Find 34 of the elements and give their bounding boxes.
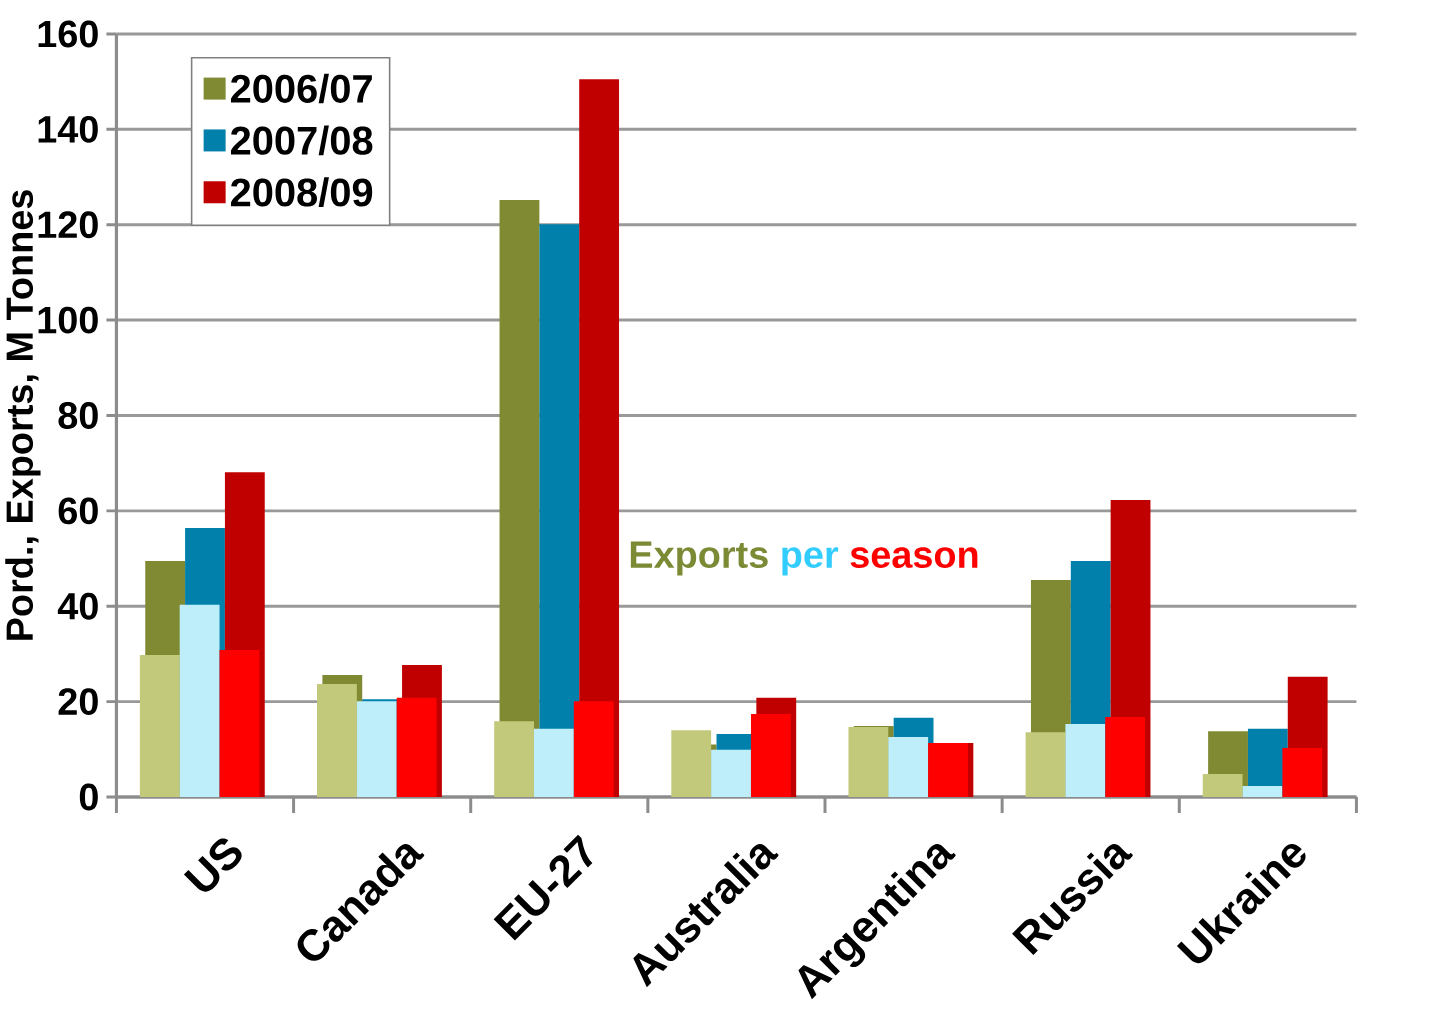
bar xyxy=(1202,774,1243,797)
bar xyxy=(888,736,929,797)
bar xyxy=(711,749,751,797)
y-tick-label: 120 xyxy=(38,211,98,239)
legend-label: 2006/07 xyxy=(230,73,372,104)
bar xyxy=(139,654,180,797)
y-tick-label: 80 xyxy=(58,402,98,429)
bar xyxy=(928,743,968,797)
bar xyxy=(573,701,614,797)
y-tick-label: 0 xyxy=(79,783,98,811)
bar xyxy=(317,683,357,797)
x-tick-label: US xyxy=(183,838,242,892)
bar xyxy=(219,650,260,797)
y-tick-label: 20 xyxy=(58,688,98,716)
annotation: season xyxy=(850,547,978,569)
y-tick-label: 140 xyxy=(38,115,98,143)
bar xyxy=(671,730,712,797)
bar xyxy=(1282,747,1323,797)
bar xyxy=(396,697,437,797)
legend-label: 2008/09 xyxy=(230,177,373,208)
bar xyxy=(1105,716,1146,797)
bar xyxy=(1025,732,1066,797)
annotation: Exports xyxy=(630,541,768,576)
annotation: per xyxy=(782,547,839,576)
bar xyxy=(179,604,220,797)
bar xyxy=(494,721,534,797)
bar xyxy=(533,728,574,797)
bar xyxy=(1065,724,1106,797)
y-tick-label: 160 xyxy=(38,20,98,48)
y-tick-label: 60 xyxy=(58,497,98,525)
y-tick-label: 40 xyxy=(57,592,98,620)
bar xyxy=(1242,786,1283,797)
legend-label: 2007/08 xyxy=(230,125,373,156)
bar xyxy=(750,714,791,797)
